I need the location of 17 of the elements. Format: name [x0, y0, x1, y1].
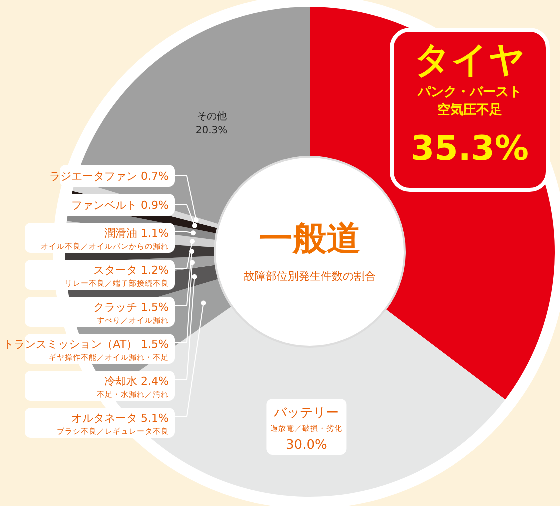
slice-label: その他: [196, 110, 227, 122]
slice-label: クラッチ 1.5%: [94, 301, 169, 314]
slice-label: バッテリー: [273, 406, 340, 421]
data-label: 35.3%: [411, 129, 529, 169]
slice-label: スタータ 1.2%: [94, 264, 169, 277]
text: 故障部位別発生件数の割合: [244, 270, 376, 283]
slice-label: 冷却水 2.4%: [104, 375, 169, 388]
slice-label: オルタネータ 5.1%: [72, 412, 169, 425]
slice-label: ラジエータファン 0.7%: [50, 170, 169, 183]
data-label: 30.0%: [286, 438, 328, 453]
slice-label: 潤滑油 1.1%: [104, 227, 169, 240]
slice-label: トランスミッション（AT） 1.5%: [3, 338, 169, 351]
slice-label: ファンベルト 0.9%: [72, 199, 169, 212]
text: パンク・バースト空気圧不足: [418, 85, 522, 118]
slice-label: タイヤ: [414, 40, 526, 81]
text: 一般道: [259, 219, 361, 259]
data-label: 20.3%: [196, 125, 228, 136]
